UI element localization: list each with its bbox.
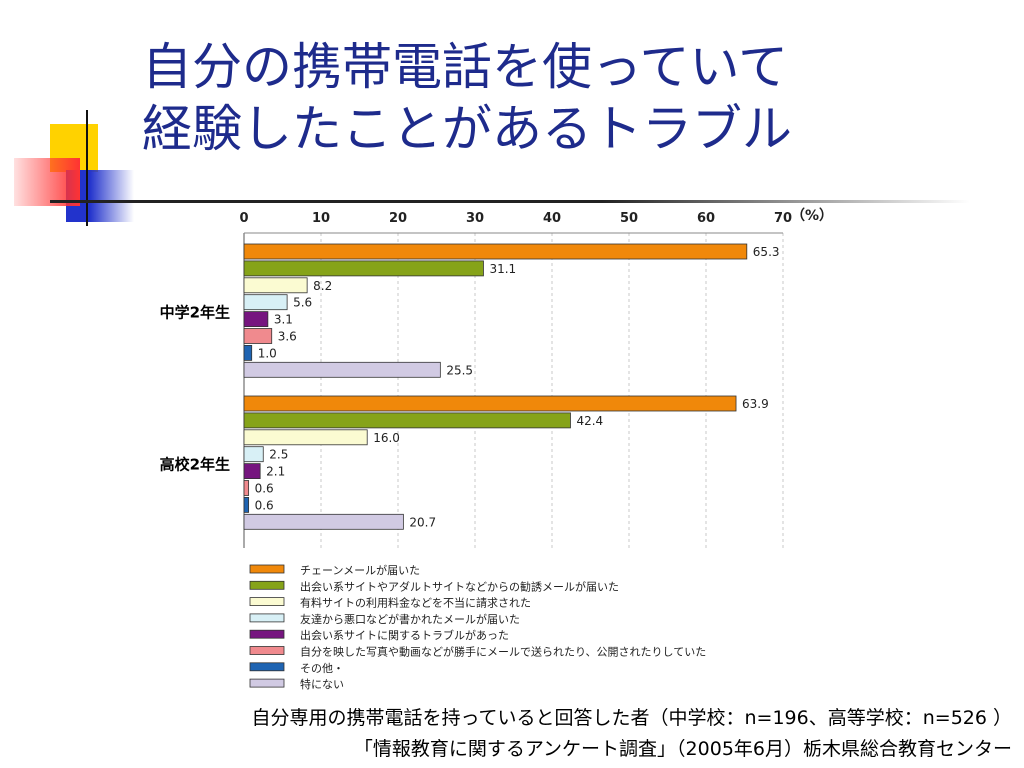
- bar: [243, 361, 441, 378]
- legend-swatch: [249, 613, 285, 623]
- x-tick-label: 40: [543, 211, 561, 226]
- slide-title-line-1: 自分の携帯電話を使っていて: [142, 38, 788, 96]
- bar: [243, 513, 404, 530]
- decor-horizontal-line: [50, 200, 970, 203]
- x-tick-label: 30: [466, 211, 484, 226]
- x-tick-label: 60: [697, 211, 715, 226]
- bar: [243, 480, 250, 496]
- slide-title-line-2: 経験したことがあるトラブル: [142, 100, 792, 158]
- legend-swatch: [249, 597, 285, 606]
- data-label: 25.5: [446, 363, 473, 377]
- data-label: 65.3: [753, 245, 780, 259]
- legend-label: 特にない: [300, 677, 344, 691]
- x-axis-unit-label: （%）: [791, 208, 833, 224]
- x-tick-label: 20: [389, 211, 407, 226]
- bar: [243, 395, 737, 412]
- footnote-source: 「情報教育に関するアンケート調査」（2005年6月）栃木県総合教育センター: [353, 738, 1012, 760]
- bar: [243, 328, 273, 344]
- x-tick-label: 50: [620, 211, 638, 226]
- legend-swatch: [249, 629, 285, 639]
- bar: [243, 344, 253, 361]
- legend-label: 出会い系サイトやアダルトサイトなどからの勧誘メールが届いた: [300, 579, 619, 593]
- data-label: 3.1: [274, 313, 293, 327]
- bar: [243, 260, 484, 277]
- data-label: 8.2: [313, 279, 332, 293]
- data-label: 5.6: [293, 296, 312, 310]
- data-label: 20.7: [409, 515, 436, 529]
- data-label: 0.6: [255, 498, 274, 512]
- x-tick-label: 70: [774, 211, 792, 226]
- data-label: 42.4: [576, 414, 603, 428]
- legend-label: 有料サイトの利用料金などを不当に請求された: [300, 596, 531, 610]
- bar: [243, 446, 264, 463]
- category-label: 中学2年生: [160, 304, 230, 322]
- data-label: 16.0: [373, 431, 400, 445]
- data-label: 63.9: [742, 397, 769, 411]
- footnote-sample-size: 自分専用の携帯電話を持っていると回答した者（中学校：n=196、高等学校：n=5…: [251, 707, 1012, 729]
- bar: [243, 277, 308, 294]
- legend-swatch: [249, 662, 285, 672]
- bar: [243, 496, 250, 513]
- data-label: 0.6: [255, 482, 274, 496]
- bar: [243, 412, 571, 429]
- data-label: 2.1: [266, 465, 285, 479]
- x-tick-label: 0: [239, 211, 248, 226]
- data-label: 1.0: [258, 346, 277, 360]
- bar: [243, 429, 368, 446]
- bar: [243, 463, 261, 480]
- legend-label: チェーンメールが届いた: [300, 563, 420, 577]
- legend-label: その他・: [300, 662, 344, 675]
- decor-vertical-line: [86, 110, 88, 226]
- legend-swatch: [249, 678, 285, 688]
- category-label: 高校2年生: [160, 456, 230, 474]
- legend-label: 出会い系サイトに関するトラブルがあった: [300, 628, 509, 642]
- x-tick-label: 10: [312, 211, 330, 226]
- slide-title: 自分の携帯電話を使っていて 経験したことがあるトラブル: [142, 36, 792, 160]
- data-label: 2.5: [269, 448, 288, 462]
- bar: [243, 311, 269, 328]
- bar-chart: 0 10 20 30 40 50 60 70（%） 65.3 31.1 8.25.63.1 3.61.…: [160, 208, 833, 691]
- data-label: 3.6: [278, 330, 297, 344]
- legend-label: 友達から悪口などが書かれたメールが届いた: [300, 612, 520, 626]
- legend-label: 自分を映した写真や動画などが勝手にメールで送られたり、公開されたりしていた: [300, 645, 706, 659]
- legend-swatch: [249, 580, 285, 590]
- legend-swatch: [249, 564, 285, 574]
- bar: [243, 294, 288, 311]
- data-label: 31.1: [489, 262, 516, 276]
- legend-swatch: [249, 646, 285, 655]
- bar: [243, 243, 748, 260]
- decor-red-square: [14, 158, 80, 206]
